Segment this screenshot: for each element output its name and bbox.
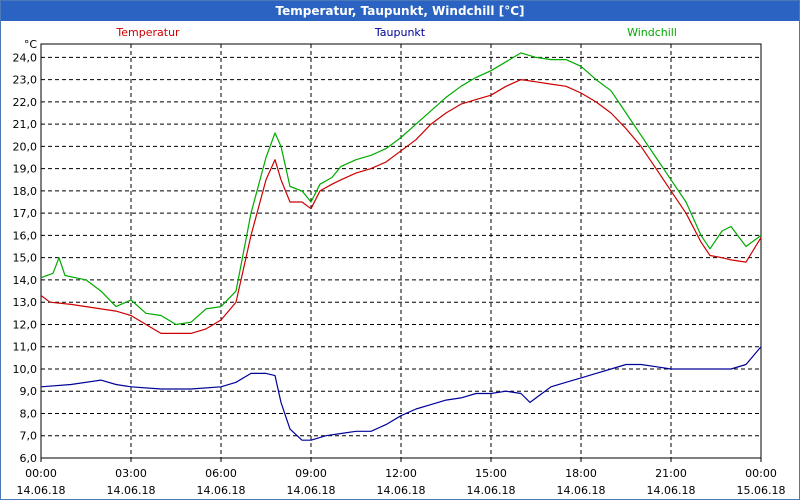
legend-windchill: Windchill [627,26,677,39]
x-tick-time: 21:00 [655,467,687,480]
y-tick-label: 13,0 [13,296,38,309]
legend-taupunkt: Taupunkt [374,26,426,39]
series-line-windchill [40,52,762,326]
x-axis: 00:00 14.06.18 03:00 14.06.18 06:00 14.06.18 0… [17,458,786,497]
x-tick-time: 15:00 [475,467,507,480]
x-tick-date: 14.06.18 [107,484,156,497]
grid-lines [41,44,761,458]
x-tick-time: 06:00 [205,467,237,480]
x-tick-time: 03:00 [115,467,147,480]
y-tick-label: 23,0 [13,74,38,87]
legend: Temperatur Taupunkt Windchill [115,26,677,39]
y-tick-label: 20,0 [13,140,38,153]
x-tick-time: 12:00 [385,467,417,480]
x-tick-date: 14.06.18 [557,484,606,497]
x-tick-date: 14.06.18 [377,484,426,497]
x-tick-date: 14.06.18 [197,484,246,497]
series-lines [40,52,762,441]
y-tick-label: 11,0 [13,341,38,354]
y-tick-label: 9,0 [20,385,38,398]
x-tick-date: 14.06.18 [467,484,516,497]
y-tick-label: 6,0 [20,452,38,465]
y-tick-label: 16,0 [13,229,38,242]
x-tick-date: 14.06.18 [17,484,66,497]
y-tick-label: 12,0 [13,318,38,331]
y-tick-label: 18,0 [13,185,38,198]
legend-temperatur: Temperatur [115,26,180,39]
y-tick-label: 19,0 [13,163,38,176]
y-tick-label: 24,0 [13,51,38,64]
x-tick-date: 14.06.18 [287,484,336,497]
y-tick-label: 22,0 [13,96,38,109]
x-tick-date: 14.06.18 [647,484,696,497]
window-title: Temperatur, Taupunkt, Windchill [°C] [1,1,799,21]
x-tick-time: 18:00 [565,467,597,480]
series-line-temperatur [40,78,762,334]
x-tick-time: 09:00 [295,467,327,480]
x-tick-date: 15.06.18 [737,484,786,497]
y-axis: 6,0 7,0 8,0 9,0 10,0 11,0 12,0 13,0 14,0 15,0 16,0… [13,38,38,465]
x-tick-time: 00:00 [25,467,57,480]
series-line-taupunkt [40,346,762,441]
y-tick-label: 21,0 [13,118,38,131]
y-tick-label: 8,0 [20,407,38,420]
y-tick-label: 14,0 [13,274,38,287]
x-tick-time: 00:00 [745,467,777,480]
y-tick-label: 7,0 [20,430,38,443]
y-tick-label: 15,0 [13,252,38,265]
y-tick-label: 17,0 [13,207,38,220]
y-unit-label: °C [24,38,38,51]
y-tick-label: 10,0 [13,363,38,376]
